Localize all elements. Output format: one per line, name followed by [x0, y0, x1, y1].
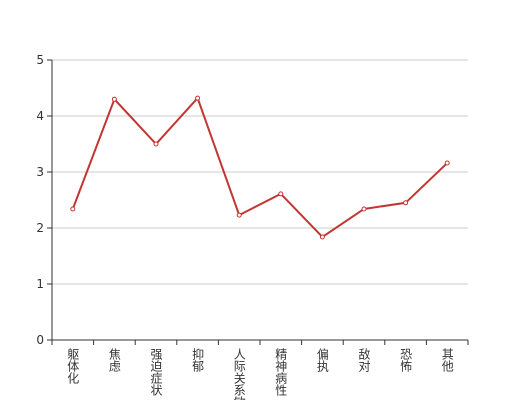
x-tick-label: 躯体化 [66, 347, 80, 385]
point [444, 160, 450, 166]
x-tick-label: 精神病性 [274, 348, 288, 397]
point [111, 96, 117, 102]
y-tick-label: 1 [36, 277, 44, 291]
x-tick-label: 敌对 [357, 347, 371, 372]
y-tick-label: 4 [36, 109, 44, 123]
point [195, 95, 201, 101]
point [403, 200, 409, 206]
point [70, 206, 76, 212]
point [153, 141, 159, 147]
x-tick-label: 偏执 [315, 347, 329, 373]
x-tick-label: 其他 [440, 348, 454, 372]
x-tick-label: 恐怖 [399, 348, 413, 372]
y-tick-label: 3 [36, 165, 44, 179]
point [278, 191, 284, 197]
x-tick-label: 抑郁 [191, 347, 205, 373]
x-tick-label: 强迫症状 [149, 348, 163, 396]
point [361, 206, 367, 212]
point [236, 212, 242, 218]
y-tick-label: 5 [36, 53, 44, 67]
x-tick-label: 人际关系敏感 [232, 348, 246, 400]
y-tick-label: 2 [36, 221, 44, 235]
point [319, 234, 325, 240]
x-tick-label: 焦虑 [107, 348, 121, 372]
line [71, 96, 448, 239]
y-tick-label: 0 [36, 333, 44, 347]
